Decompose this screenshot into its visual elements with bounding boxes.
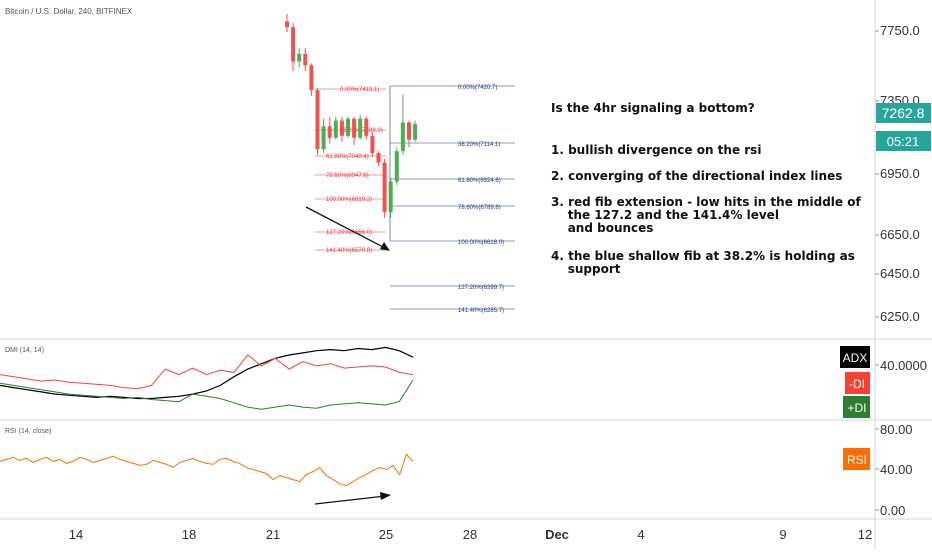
fib-red-label: 127.20%(6656.0) [326, 230, 372, 236]
plus-di-line [0, 379, 414, 410]
rsi-divergence-arrow [314, 495, 386, 505]
current-price-badge: 7262.8 05:21 [876, 103, 931, 151]
annotation-title: Is the 4hr signaling a bottom? [551, 101, 755, 115]
fib-blue-label: 0.00%(7420.7) [458, 85, 497, 91]
fib-red-label: 100.00%(6819.2) [326, 197, 372, 203]
annotation-point: and bounces [551, 221, 653, 235]
candles-group[interactable] [285, 13, 418, 218]
time-tick: 25 [379, 527, 393, 542]
candle-body [285, 21, 289, 28]
fib-blue-label: 100.00%(6618.0) [458, 240, 504, 246]
price-tick: 7750.0 [880, 23, 920, 38]
candle-body [303, 53, 308, 66]
price-tick: 6450.0 [880, 266, 920, 281]
adx-badge-label: ADX [843, 351, 868, 365]
candle-body [394, 151, 399, 182]
candle-body [315, 90, 320, 150]
trend-arrow-price [305, 206, 390, 251]
fib-blue-group[interactable]: 0.00%(7420.7) 38.20%(7114.1) 61.80%(6924… [389, 85, 515, 314]
minus-di-badge-label: -DI [849, 377, 865, 391]
time-tick: 14 [69, 527, 83, 542]
price-tick: 6650.0 [880, 227, 920, 242]
time-tick: 12 [858, 527, 872, 542]
rsi-title: RSI (14, close) [5, 428, 51, 435]
candle-body [364, 118, 369, 136]
rsi-badge [843, 448, 870, 470]
time-tick: 18 [182, 527, 196, 542]
candle-body [400, 122, 405, 152]
rsi-axis-tick: 0.00 [880, 503, 905, 518]
candle-body [358, 118, 363, 138]
dmi-pane[interactable]: DMI (14, 14) 40.0000 ADX -DI +DI [0, 346, 927, 418]
annotation-point: 2. converging of the directional index l… [551, 169, 842, 183]
fib-blue-label: 141.40%(6285.7) [458, 308, 504, 314]
candle-body [388, 181, 393, 213]
fib-red-label: 78.60%(6947.6) [326, 173, 369, 179]
candle-body [297, 53, 302, 62]
rsi-pane[interactable]: RSI (14, close) 80.00 40.00 0.00 RSI [0, 422, 913, 518]
price-tick: 6950.0 [880, 166, 920, 181]
fib-red-label: 61.80%(7048.4) [326, 154, 369, 160]
adx-line [0, 346, 414, 400]
fib-blue-label: 61.80%(6924.6) [458, 178, 501, 184]
minus-di-badge [845, 372, 870, 394]
rsi-axis-tick: 80.00 [880, 422, 913, 437]
annotation-point: support [551, 262, 621, 276]
candle-body [413, 123, 418, 140]
rsi-line [0, 453, 414, 487]
fib-red-label: 0.00%(7419.1) [340, 87, 379, 93]
time-tick: 28 [463, 527, 477, 542]
fib-blue-label: 127.20%(6399.7) [458, 285, 504, 291]
dmi-axis-tick: 40.0000 [880, 358, 927, 373]
dmi-title: DMI (14, 14) [5, 347, 44, 354]
candle-body [407, 122, 411, 140]
adx-badge [840, 346, 870, 368]
annotation-point: the 127.2 and the 141.4% level [551, 208, 779, 222]
fib-blue-label: 78.60%(6789.8) [458, 205, 501, 211]
time-tick: 4 [637, 527, 644, 542]
candle-body [309, 65, 314, 91]
candle-body [333, 120, 338, 138]
symbol-title: Bitcoin / U.S. Dollar, 240, BITFINEX [5, 7, 133, 16]
fib-blue-label: 38.20%(7114.1) [458, 142, 500, 148]
candle-body [382, 162, 387, 213]
annotation-point: 1. bullish divergence on the rsi [551, 143, 761, 157]
fib-red-label: 141.40%(6570.8) [326, 248, 372, 254]
time-tick: Dec [545, 527, 569, 542]
plus-di-badge-label: +DI [847, 401, 866, 415]
rsi-axis-tick: 40.00 [880, 462, 913, 477]
rsi-badge-label: RSI [847, 453, 867, 467]
time-tick: 21 [266, 527, 280, 542]
candle-body [352, 118, 357, 138]
plus-di-badge [843, 396, 870, 418]
current-price: 7262.8 [882, 105, 925, 121]
annotation-note: Is the 4hr signaling a bottom? 1. bullis… [551, 101, 861, 276]
price-axis[interactable]: 7750.0 7350.0 6950.0 6650.0 6450.0 6250.… [875, 23, 920, 324]
candle-body [370, 135, 375, 154]
annotation-point: 3. red fib extension - low hits in the m… [551, 195, 861, 209]
candle-body [291, 27, 296, 62]
rsi-divergence-arrowhead [380, 492, 391, 500]
price-tick: 6250.0 [880, 309, 920, 324]
fib-red-group[interactable]: 0.00%(7419.1) 38.20%(7189.9) 61.80%(7048… [315, 87, 386, 254]
candle-body [327, 126, 332, 138]
annotation-point: 4. the blue shallow fib at 38.2% is hold… [551, 249, 855, 263]
time-tick: 9 [779, 527, 786, 542]
candle-countdown: 05:21 [887, 134, 920, 149]
candle-body [339, 120, 344, 136]
candle-body [346, 118, 350, 136]
minus-di-line [0, 354, 414, 390]
candle-body [376, 153, 381, 163]
candle-body [321, 126, 326, 150]
time-axis[interactable]: 14 18 21 25 28 Dec 4 9 12 [69, 527, 872, 542]
